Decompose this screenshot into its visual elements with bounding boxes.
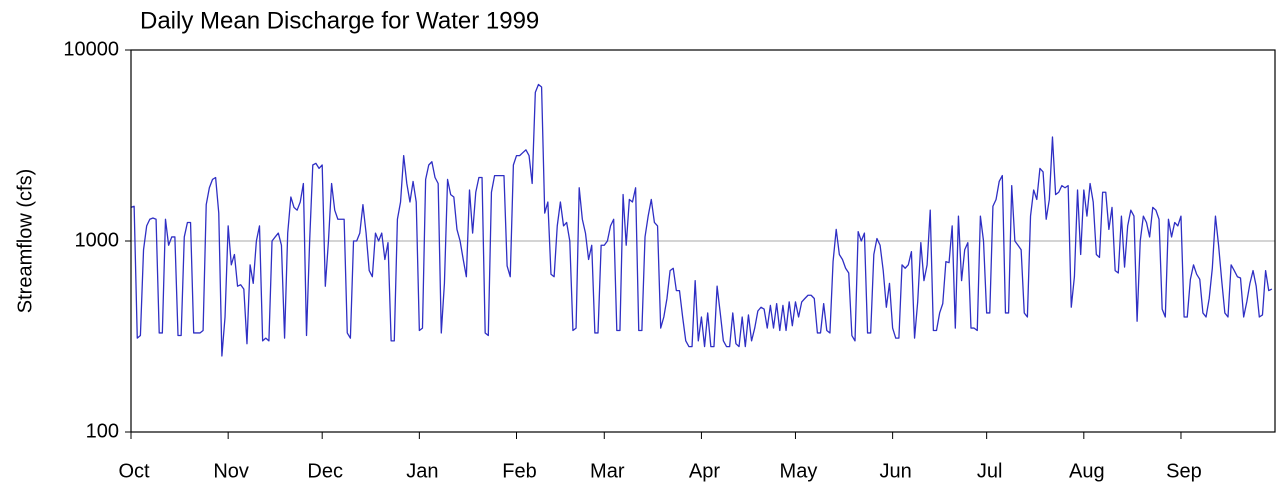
y-tick-label: 1000 [75,229,120,251]
x-tick-label: Jun [879,460,911,482]
x-tick-label: Apr [689,460,720,482]
x-tick-label: Sep [1166,460,1202,482]
chart-title: Daily Mean Discharge for Water 1999 [140,7,539,34]
plot-frame [130,49,1276,433]
x-tick-label: Oct [118,460,150,482]
x-tick-label: May [780,460,818,482]
y-axis-label: Streamflow (cfs) [14,169,36,313]
y-tick-label: 10000 [63,38,119,60]
x-tick-label: Jul [977,460,1003,482]
x-tick-label: Aug [1069,460,1105,482]
x-tick-label: Dec [307,460,343,482]
x-tick-label: Mar [590,460,625,482]
x-tick-label: Feb [502,460,536,482]
x-tick-label: Nov [213,460,249,482]
data-line [130,83,1273,357]
x-tick-label: Jan [406,460,438,482]
y-tick-label: 100 [86,420,119,442]
